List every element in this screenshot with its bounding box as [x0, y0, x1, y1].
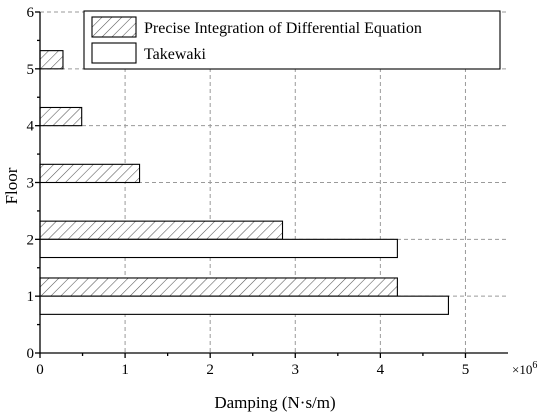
legend-swatch-hatched: [91, 16, 137, 38]
legend: Precise Integration of Differential Equa…: [83, 10, 501, 70]
x-axis-label: Damping (N·s/m): [214, 393, 335, 412]
y-axis-label: Floor: [2, 167, 21, 204]
bar-series-1-floor-4: [39, 106, 83, 127]
legend-label-series-2: Takewaki: [144, 46, 207, 63]
bar-series-1-floor-1: [39, 277, 398, 297]
bar-series-1-floor-2: [39, 220, 284, 240]
bar-series-2-floor-2: [39, 238, 398, 259]
x-tick-label: 3: [292, 362, 300, 378]
y-tick-label: 4: [27, 119, 35, 135]
y-tick-label: 6: [27, 5, 35, 21]
y-tick-label: 3: [27, 176, 35, 192]
y-tick-label: 1: [27, 289, 35, 305]
legend-label-series-1: Precise Integration of Differential Equa…: [144, 20, 422, 37]
y-tick-label: 5: [27, 62, 35, 78]
x-tick-label: 5: [462, 362, 470, 378]
x-tick-label: 4: [377, 362, 385, 378]
x-tick-label: 0: [36, 362, 44, 378]
x-axis-exponent: ×106: [512, 360, 537, 377]
bar-series-1-floor-3: [39, 163, 141, 184]
legend-box: [83, 10, 501, 70]
ticks-layer: 0 1 2 3 4 5 0 1 2 3 4 5 6: [27, 5, 470, 378]
bar-series-2-floor-1: [39, 295, 449, 315]
y-tick-label: 0: [27, 346, 35, 362]
bars-layer: [39, 50, 449, 315]
y-tick-label: 2: [27, 232, 35, 248]
x-tick-label: 2: [206, 362, 214, 378]
x-tick-label: 1: [121, 362, 129, 378]
bar-series-1-floor-5: [39, 50, 64, 70]
legend-swatch-plain: [91, 42, 137, 64]
